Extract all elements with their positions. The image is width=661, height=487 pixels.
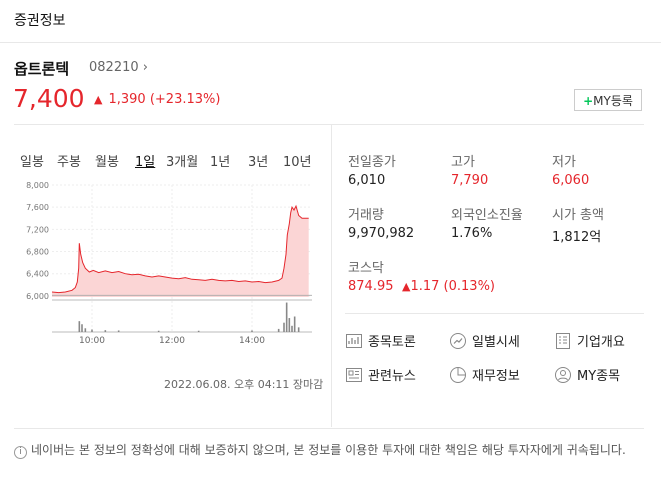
kosdaq-value: 874.95 [348,279,394,294]
menu-financials[interactable]: 재무정보 [449,365,520,384]
info-label-volume: 거래량 [348,208,384,223]
up-triangle-icon: ▲ [402,280,411,293]
news-icon [346,367,362,382]
up-triangle-icon: ▲ [94,93,103,106]
pie-icon [450,366,466,383]
change-amount: 1,390 [108,92,146,107]
tab-1day[interactable]: 1일 [135,155,156,170]
document-icon [556,332,570,349]
volume-bar [197,330,200,332]
y-tick-label: 6,400 [26,270,49,279]
price-change: ▲ 1,390 (+23.13%) [94,92,220,107]
disclaimer-text: 네이버는 본 정보의 정확성에 대해 보증하지 않으며, 본 정보를 이용한 투… [31,443,626,457]
divider [345,313,644,314]
kosdaq-label[interactable]: 코스닥 [348,261,384,276]
volume-bar [285,302,288,332]
price-chart: 8,000 7,600 7,200 6,800 6,400 6,000 10:00 12:00… [26,181,312,346]
trend-icon [450,332,466,349]
info-label-foreign: 외국인소진율 [451,208,523,223]
volume-bar [117,330,120,332]
kosdaq-change: ▲1.17 (0.13%) [402,279,495,294]
page-title: 증권정보 [14,13,66,29]
chevron-right-icon: › [142,60,148,75]
volume-bar [251,330,253,332]
volume-bar [297,327,300,332]
price-area [52,206,309,297]
y-tick-label: 6,000 [26,292,49,301]
volume-bar [104,330,107,332]
user-icon [555,366,571,383]
stock-code: 082210 [89,60,139,75]
plus-icon: + [583,94,594,108]
info-value-market-cap: 1,812억 [552,230,602,245]
tab-1year[interactable]: 1년 [210,155,231,170]
y-tick-label: 7,600 [26,203,49,212]
y-tick-label: 7,200 [26,225,49,234]
volume-bar [84,328,87,332]
chart-board-icon [346,333,362,348]
my-register-label: MY등록 [593,94,633,108]
menu-company-overview[interactable]: 기업개요 [554,331,625,350]
divider [14,428,644,429]
x-tick-label: 10:00 [79,336,105,346]
volume-bar [293,316,296,332]
tab-weekly[interactable]: 주봉 [57,155,81,170]
menu-label: 기업개요 [577,335,625,350]
current-price: 7,400 [13,84,85,113]
info-value-volume: 9,970,982 [348,226,415,241]
price-line [51,204,309,294]
menu-label: 관련뉴스 [368,369,416,384]
volume-bar [291,325,293,332]
change-percent: (+23.13%) [149,92,221,107]
info-label-low: 저가 [552,155,576,170]
volume-bar [78,321,81,332]
volume-bar [277,328,280,332]
my-register-button[interactable]: +MY등록 [574,89,642,111]
info-label-prev-close: 전일종가 [348,155,396,170]
disclaimer: i 네이버는 본 정보의 정확성에 대해 보증하지 않으며, 본 정보를 이용한 … [14,442,644,459]
y-tick-label: 8,000 [26,181,49,190]
volume-bar [288,318,291,332]
volume-bar [283,322,285,332]
y-tick-label: 6,800 [26,248,49,257]
tab-3month[interactable]: 3개월 [166,155,199,170]
menu-my-stocks[interactable]: MY종목 [554,365,620,384]
header: 증권정보 [0,0,661,43]
info-value-foreign: 1.76% [451,226,493,241]
info-label-market-cap: 시가 총액 [552,208,604,223]
info-value-low: 6,060 [552,173,590,188]
tab-3year[interactable]: 3년 [248,155,269,170]
x-tick-label: 14:00 [239,336,265,346]
menu-label: 재무정보 [472,369,520,384]
stock-name[interactable]: 옵트론텍 [14,60,70,78]
tab-monthly[interactable]: 월봉 [95,155,119,170]
info-icon: i [14,446,27,459]
volume-bar [91,329,93,332]
tab-daily[interactable]: 일봉 [20,155,44,170]
menu-daily-price[interactable]: 일별시세 [449,331,520,350]
menu-discussion[interactable]: 종목토론 [345,331,416,350]
info-value-high: 7,790 [451,173,489,188]
divider-vertical [331,125,332,427]
timestamp: 2022.06.08. 오후 04:11 장마감 [164,378,324,391]
menu-label: 일별시세 [472,335,520,350]
info-value-prev-close: 6,010 [348,173,386,188]
divider [14,124,644,125]
volume-bar [157,330,160,332]
info-label-high: 고가 [451,155,475,170]
menu-related-news[interactable]: 관련뉴스 [345,365,416,384]
tab-10year[interactable]: 10년 [283,155,312,170]
menu-label: MY종목 [577,369,621,384]
menu-label: 종목토론 [368,335,416,350]
stock-code-link[interactable]: 082210 › [89,60,148,75]
kosdaq-change-value: 1.17 (0.13%) [410,279,495,294]
volume-bar [81,324,83,332]
x-tick-label: 12:00 [159,336,185,346]
